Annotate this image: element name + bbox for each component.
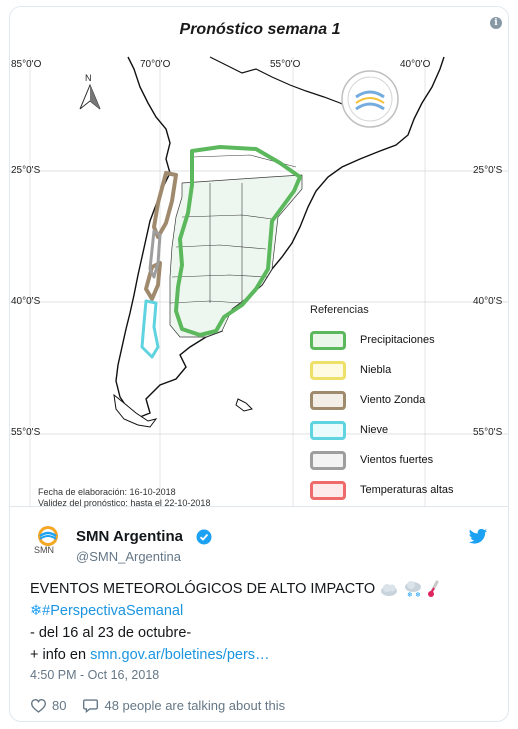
legend-swatch xyxy=(310,330,346,350)
talking-count: 48 people are talking about this xyxy=(104,698,286,713)
like-button[interactable]: 80 xyxy=(30,698,66,713)
user-name[interactable]: SMN Argentina xyxy=(76,528,183,545)
legend-item: Niebla xyxy=(310,355,505,385)
tweet-card: i Pronóstico semana 1 85°0'O 70°0'O 55°0… xyxy=(9,6,509,722)
north-arrow-icon xyxy=(79,83,101,110)
tweet-body: SMN SMN Argentina @SMN_Argentina EVENTOS… xyxy=(10,508,508,721)
legend-item: Viento Zonda xyxy=(310,385,505,415)
longitude-label: 85°0'O xyxy=(11,59,42,70)
tweet-timestamp[interactable]: 4:50 PM - Oct 16, 2018 xyxy=(30,668,160,682)
legend-swatch xyxy=(310,390,346,410)
legend-item: Nieve xyxy=(310,415,505,445)
tweet-info-prefix: + info en xyxy=(30,647,87,663)
avatar-caption: SMN xyxy=(34,545,54,555)
latitude-label-right: 40°0'S xyxy=(473,296,503,307)
snowflake-icon: ❄ xyxy=(30,603,43,619)
legend-item: Temperaturas altas xyxy=(310,475,505,505)
legend-swatch xyxy=(310,360,346,380)
tweet-headline: EVENTOS METEOROLÓGICOS DE ALTO IMPACTO xyxy=(30,581,376,597)
latitude-label-right: 25°0'S xyxy=(473,165,503,176)
tweet-line: EVENTOS METEOROLÓGICOS DE ALTO IMPACTO ❄… xyxy=(30,578,500,600)
longitude-label: 40°0'O xyxy=(400,59,431,70)
forecast-map-image[interactable]: i Pronóstico semana 1 85°0'O 70°0'O 55°0… xyxy=(10,7,508,509)
reply-button[interactable]: 48 people are talking about this xyxy=(82,698,285,713)
heart-icon xyxy=(30,699,47,713)
tweet-line: + info en smn.gov.ar/boletines/pers… xyxy=(30,644,500,666)
twitter-bird-icon[interactable] xyxy=(468,528,488,546)
legend-label: Temperaturas altas xyxy=(360,484,454,496)
legend-label: Viento Zonda xyxy=(360,394,426,406)
latitude-label-left: 25°0'S xyxy=(11,165,41,176)
verified-icon xyxy=(196,529,212,545)
tweet-actions: 80 48 people are talking about this xyxy=(30,698,301,713)
latitude-label-left: 55°0'S xyxy=(11,427,41,438)
longitude-label: 70°0'O xyxy=(140,59,171,70)
north-label: N xyxy=(85,73,92,83)
cloud-icon xyxy=(381,584,398,597)
legend-label: Niebla xyxy=(360,364,392,376)
latitude-label-left: 40°0'S xyxy=(11,296,41,307)
user-handle[interactable]: @SMN_Argentina xyxy=(76,549,181,564)
snow-cloud-icon: ❄ ❄ xyxy=(405,581,421,598)
latitude-label-right: 55°0'S xyxy=(473,427,503,438)
validity-date: Validez del pronóstico: hasta el 22-10-2… xyxy=(38,498,211,508)
legend-swatch xyxy=(310,450,346,470)
legend-swatch xyxy=(310,420,346,440)
longitude-label: 55°0'O xyxy=(270,59,301,70)
legend-item: Vientos fuertes xyxy=(310,445,505,475)
smn-seal-logo xyxy=(341,70,399,128)
boletines-link[interactable]: smn.gov.ar/boletines/pers… xyxy=(90,647,270,663)
map-title: Pronóstico semana 1 xyxy=(179,21,341,38)
map-canvas xyxy=(10,56,508,507)
legend-title: Referencias xyxy=(310,304,369,316)
legend-label: Vientos fuertes xyxy=(360,454,434,466)
elaboration-date: Fecha de elaboración: 16-10-2018 xyxy=(38,487,176,497)
svg-text:❄ ❄: ❄ ❄ xyxy=(407,591,421,598)
hashtag-link[interactable]: #PerspectivaSemanal xyxy=(42,603,184,619)
avatar[interactable] xyxy=(30,524,66,560)
legend-item: Precipitaciones xyxy=(310,325,505,355)
like-count: 80 xyxy=(52,698,67,713)
thermometer-icon xyxy=(428,580,439,598)
tweet-text: EVENTOS METEOROLÓGICOS DE ALTO IMPACTO ❄… xyxy=(30,578,500,666)
info-icon[interactable]: i xyxy=(490,17,502,29)
tweet-date-range: - del 16 al 23 de octubre- xyxy=(30,625,192,641)
comment-icon xyxy=(83,699,99,713)
legend-label: Nieve xyxy=(360,424,389,436)
map-legend: Referencias Precipitaciones Niebla Vient… xyxy=(310,304,505,505)
legend-swatch xyxy=(310,480,346,500)
tweet-line: ❄#PerspectivaSemanal xyxy=(30,600,500,622)
map-footnote: Fecha de elaboración: 16-10-2018 Validez… xyxy=(38,487,210,509)
legend-label: Precipitaciones xyxy=(360,334,435,346)
